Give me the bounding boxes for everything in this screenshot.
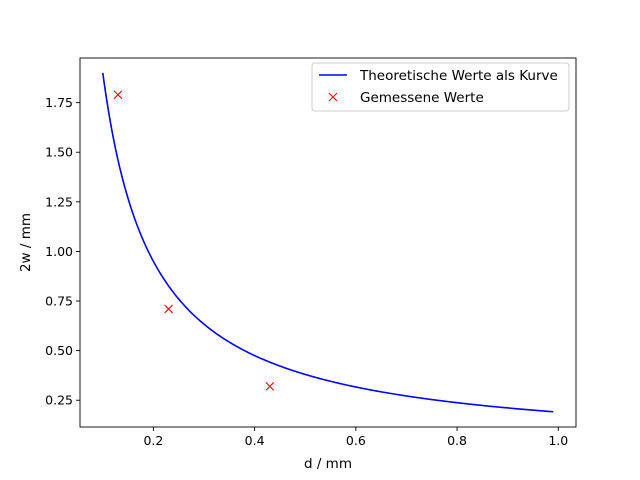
legend-label-theory: Theoretische Werte als Kurve bbox=[359, 68, 558, 84]
y-tick-label: 1.00 bbox=[45, 244, 73, 259]
measured-point bbox=[164, 304, 173, 314]
x-tick-label: 1.0 bbox=[548, 433, 568, 448]
measured-point-stroke bbox=[265, 381, 275, 391]
legend-box bbox=[311, 62, 570, 112]
y-tick-label: 1.25 bbox=[45, 194, 73, 209]
x-tick-label: 0.8 bbox=[447, 433, 467, 448]
measured-point-stroke bbox=[164, 304, 173, 314]
x-tick-label: 0.6 bbox=[346, 433, 366, 448]
y-tick-label: 1.50 bbox=[45, 145, 73, 160]
y-axis-label: 2w / mm bbox=[18, 213, 34, 272]
measured-point-stroke bbox=[113, 90, 123, 100]
theory-curve bbox=[101, 72, 554, 413]
x-axis-label: d / mm bbox=[304, 456, 352, 472]
y-axis: 0.25 0.50 0.75 1.00 1.25 1.50 1.75 bbox=[45, 95, 80, 408]
y-tick-label: 0.25 bbox=[45, 393, 73, 408]
x-tick-label: 0.2 bbox=[143, 433, 163, 448]
measured-point bbox=[265, 381, 275, 391]
x-axis: 0.2 0.4 0.6 0.8 1.0 bbox=[143, 427, 568, 448]
y-tick-label: 0.75 bbox=[45, 294, 73, 309]
legend-label-measured: Gemessene Werte bbox=[360, 90, 484, 106]
legend-marker-swatch bbox=[328, 92, 338, 102]
legend: Theoretische Werte als Kurve Gemessene W… bbox=[311, 62, 570, 112]
plot-area bbox=[79, 57, 577, 428]
y-tick-label: 1.75 bbox=[45, 95, 73, 110]
x-tick-label: 0.4 bbox=[245, 433, 265, 448]
measured-point bbox=[113, 90, 123, 100]
y-tick-label: 0.50 bbox=[45, 343, 73, 358]
plot-frame bbox=[79, 57, 577, 428]
legend-marker-stroke bbox=[328, 92, 338, 102]
